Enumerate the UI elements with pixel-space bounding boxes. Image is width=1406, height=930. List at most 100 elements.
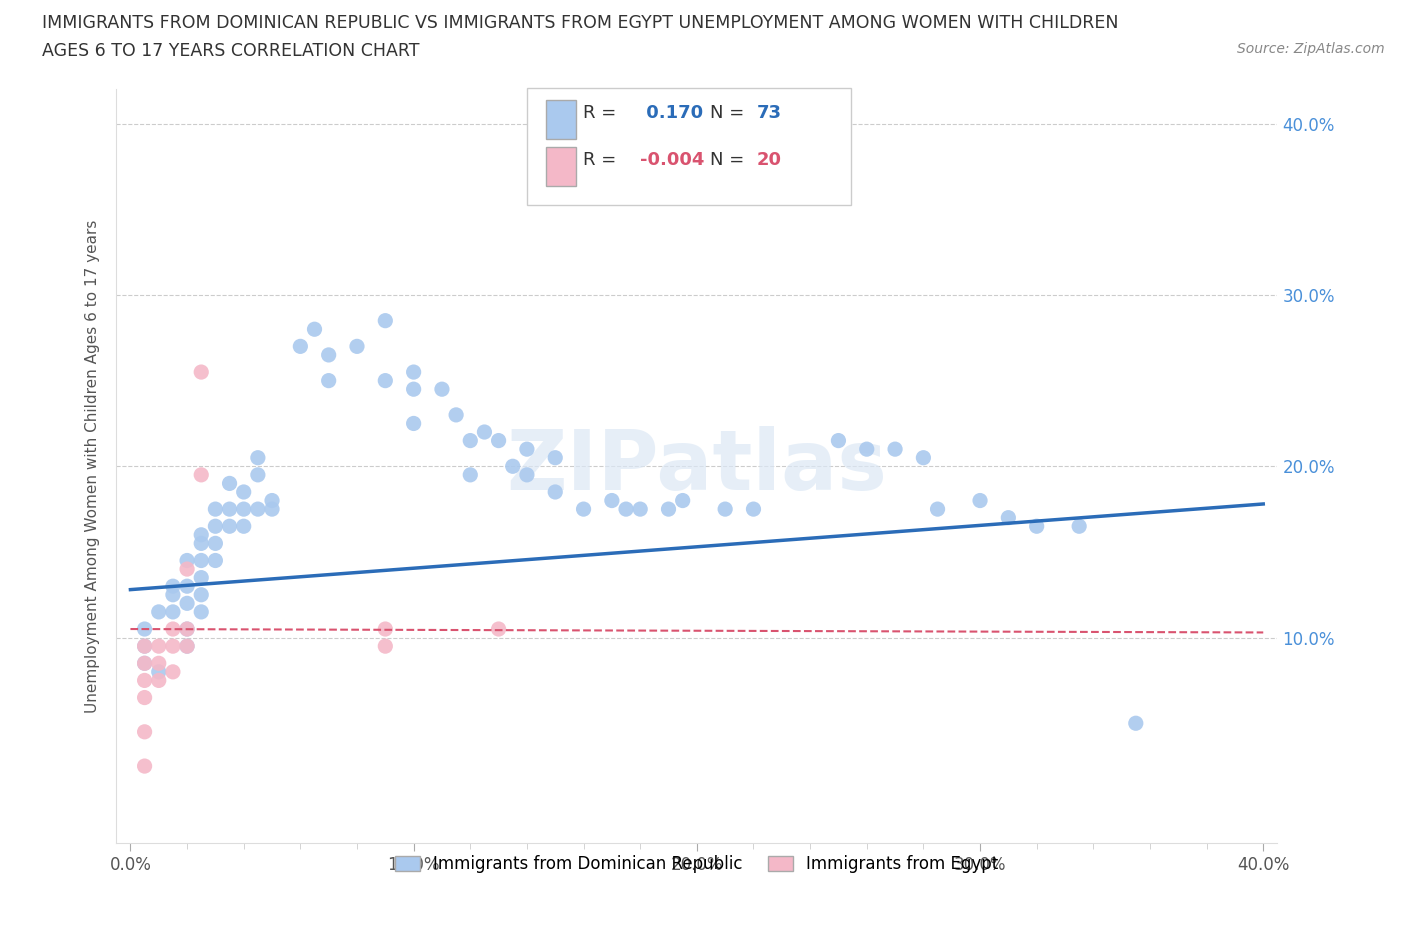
Text: Source: ZipAtlas.com: Source: ZipAtlas.com: [1237, 42, 1385, 56]
Point: [148, 604, 170, 619]
Y-axis label: Unemployment Among Women with Children Ages 6 to 17 years: Unemployment Among Women with Children A…: [86, 219, 100, 713]
Point: [134, 673, 156, 688]
Point: [458, 468, 481, 483]
Point: [148, 639, 170, 654]
Point: [260, 493, 283, 508]
Point: [232, 485, 254, 499]
Text: R =: R =: [583, 151, 617, 168]
Point: [190, 553, 212, 568]
Point: [304, 322, 326, 337]
Point: [134, 656, 156, 671]
Text: N =: N =: [710, 104, 744, 122]
Point: [458, 433, 481, 448]
Point: [318, 373, 340, 388]
Point: [374, 373, 396, 388]
Point: [162, 621, 184, 636]
Point: [162, 639, 184, 654]
Point: [997, 511, 1019, 525]
Point: [502, 458, 524, 473]
Point: [516, 468, 538, 483]
Text: 0.170: 0.170: [640, 104, 703, 122]
Point: [474, 425, 496, 440]
Point: [190, 365, 212, 379]
Point: [204, 553, 226, 568]
Text: -0.004: -0.004: [640, 151, 704, 168]
Point: [855, 442, 877, 457]
Legend: Immigrants from Dominican Republic, Immigrants from Egypt: Immigrants from Dominican Republic, Immi…: [388, 849, 1005, 880]
Point: [742, 501, 765, 516]
Point: [430, 381, 453, 396]
Point: [190, 604, 212, 619]
Point: [134, 759, 156, 774]
Point: [148, 673, 170, 688]
Point: [204, 519, 226, 534]
Point: [190, 468, 212, 483]
Point: [134, 724, 156, 739]
Text: AGES 6 TO 17 YEARS CORRELATION CHART: AGES 6 TO 17 YEARS CORRELATION CHART: [42, 42, 419, 60]
Point: [1025, 519, 1047, 534]
Point: [176, 578, 198, 593]
Point: [927, 501, 949, 516]
Point: [488, 621, 510, 636]
Point: [402, 365, 425, 379]
Point: [162, 664, 184, 679]
Point: [290, 339, 312, 353]
Point: [657, 501, 679, 516]
Point: [600, 493, 623, 508]
Point: [218, 519, 240, 534]
Text: 73: 73: [756, 104, 782, 122]
Point: [1125, 716, 1147, 731]
Point: [374, 639, 396, 654]
Point: [402, 416, 425, 431]
Point: [232, 519, 254, 534]
Point: [827, 433, 849, 448]
Point: [444, 407, 467, 422]
Point: [402, 381, 425, 396]
Point: [714, 501, 737, 516]
Point: [176, 562, 198, 577]
Text: IMMIGRANTS FROM DOMINICAN REPUBLIC VS IMMIGRANTS FROM EGYPT UNEMPLOYMENT AMONG W: IMMIGRANTS FROM DOMINICAN REPUBLIC VS IM…: [42, 14, 1119, 32]
Point: [246, 501, 269, 516]
Point: [190, 588, 212, 603]
Point: [246, 468, 269, 483]
Point: [218, 501, 240, 516]
Point: [176, 639, 198, 654]
Point: [134, 690, 156, 705]
Point: [544, 450, 567, 465]
Point: [162, 588, 184, 603]
Point: [246, 450, 269, 465]
Point: [614, 501, 637, 516]
Point: [218, 476, 240, 491]
Point: [912, 450, 935, 465]
Point: [134, 656, 156, 671]
Point: [134, 621, 156, 636]
Point: [176, 553, 198, 568]
Point: [176, 621, 198, 636]
Text: N =: N =: [710, 151, 744, 168]
Text: 20: 20: [756, 151, 782, 168]
Point: [572, 501, 595, 516]
Point: [162, 604, 184, 619]
Point: [148, 656, 170, 671]
Point: [190, 570, 212, 585]
Text: R =: R =: [583, 104, 617, 122]
Point: [374, 313, 396, 328]
Point: [232, 501, 254, 516]
Point: [318, 348, 340, 363]
Point: [162, 578, 184, 593]
Point: [346, 339, 368, 353]
Point: [544, 485, 567, 499]
Point: [1069, 519, 1091, 534]
Text: ZIPatlas: ZIPatlas: [506, 426, 887, 507]
Point: [628, 501, 651, 516]
Point: [488, 433, 510, 448]
Point: [176, 639, 198, 654]
Point: [969, 493, 991, 508]
Point: [190, 527, 212, 542]
Point: [516, 442, 538, 457]
Point: [204, 536, 226, 551]
Point: [672, 493, 695, 508]
Point: [176, 621, 198, 636]
Point: [374, 621, 396, 636]
Point: [176, 596, 198, 611]
